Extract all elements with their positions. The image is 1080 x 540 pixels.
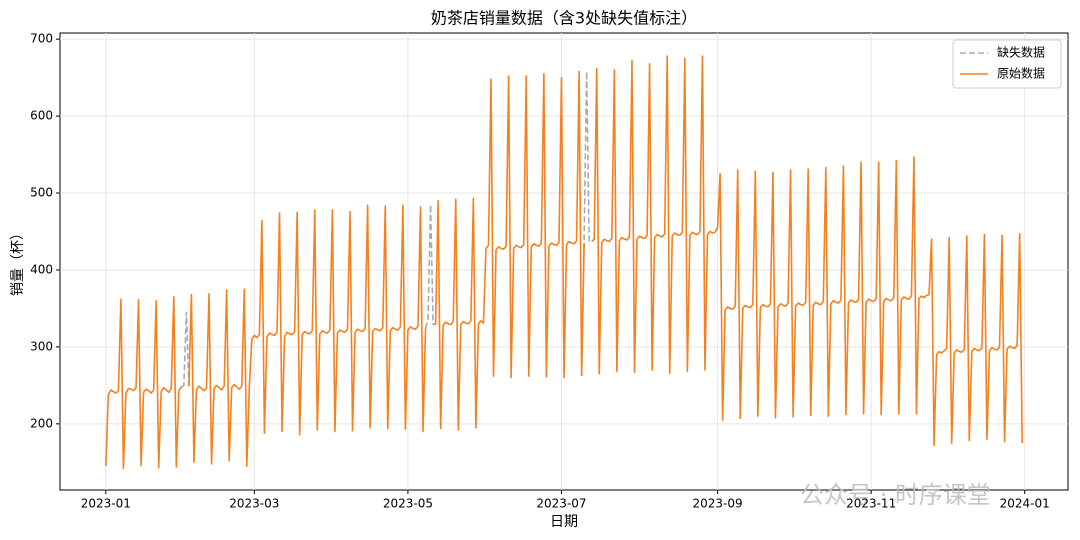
x-tick-label: 2023-11 [846, 497, 896, 511]
grid: 200 300 400 500 600 700 2023-01 2023-03 2023-05 2… [30, 32, 1068, 511]
x-tick-label: 2023-03 [229, 497, 279, 511]
series-line [180, 70, 590, 388]
x-tick-label: 2024-01 [1000, 497, 1050, 511]
x-tick-label: 2023-05 [383, 497, 433, 511]
x-tick-label: 2023-07 [536, 497, 586, 511]
watermark: 公众号 · 时序课堂 [800, 481, 991, 509]
y-axis-label: 销量（杯） [10, 226, 26, 296]
lines [105, 55, 1023, 470]
y-tick-label: 200 [30, 416, 53, 430]
series-line [105, 55, 1023, 470]
legend-label: 原始数据 [997, 66, 1045, 81]
plot-frame [59, 32, 1069, 491]
chart-title: 奶茶店销量数据（含3处缺失值标注） [431, 9, 697, 28]
legend-label: 缺失数据 [997, 45, 1045, 60]
y-tick-label: 600 [30, 109, 53, 123]
y-tick-label: 700 [30, 32, 53, 46]
y-tick-label: 400 [30, 262, 53, 276]
legend-box [952, 39, 1062, 89]
x-tick-label: 2023-01 [81, 497, 131, 511]
y-tick-label: 500 [30, 186, 53, 200]
x-tick-label: 2023-09 [692, 497, 742, 511]
x-axis-label: 日期 [550, 514, 578, 530]
y-tick-label: 300 [30, 339, 53, 353]
